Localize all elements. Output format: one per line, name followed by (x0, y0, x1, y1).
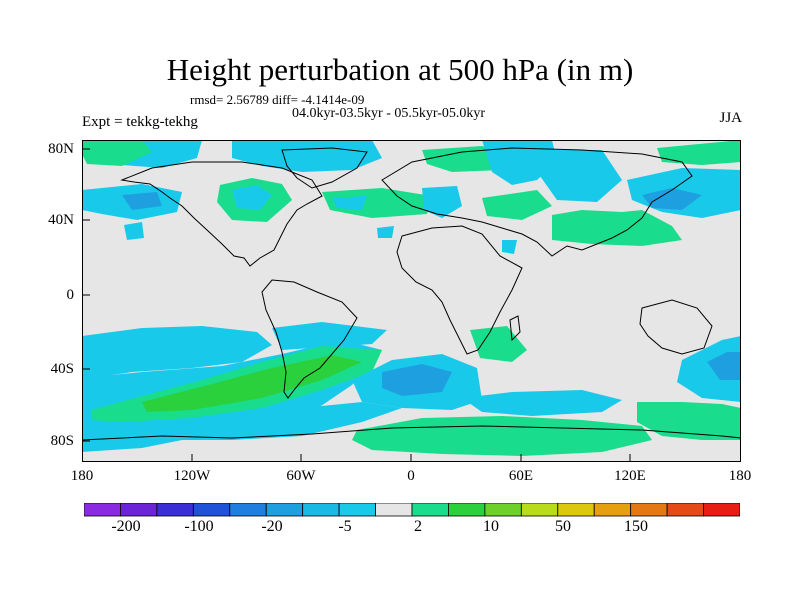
contour-green-antarctic-band (352, 416, 652, 456)
tick-marks (82, 148, 631, 462)
contour-fill-layer (82, 140, 741, 456)
colorbar-cell-17 (666, 503, 704, 517)
lat-label-40s: 40S (50, 361, 74, 377)
coastline-madagascar (509, 315, 521, 342)
colorbar-cell-5 (229, 503, 267, 517)
contour-blue-australia-south (677, 336, 741, 402)
contour-mid-blue-australia-south (707, 352, 741, 380)
contour-blue-atlantic-patch (332, 196, 367, 210)
contour-green-southeast-indian (637, 402, 741, 440)
plot-title: Height perturbation at 500 hPa (in m) (166, 52, 634, 87)
colorbar-cell-18 (703, 503, 740, 517)
colorbar-cell-3 (156, 503, 194, 517)
contour-blue-southern-indian (462, 390, 622, 416)
contour-blue-south-pacific (82, 326, 272, 378)
cbar-label-2: -100 (184, 518, 214, 535)
contour-blue-hudson-ring (232, 185, 272, 210)
colorbar-cell-10 (411, 503, 449, 517)
colorbar-cell-16 (630, 503, 668, 517)
lat-label-80s: 80S (50, 433, 74, 449)
period-text: 04.0kyr-03.5kyr - 05.5kyr-05.0kyr (292, 106, 486, 121)
coastline-africa (396, 225, 523, 355)
colorbar (84, 503, 740, 517)
cbar-label-6: 10 (483, 518, 499, 535)
colorbar-cell-9 (375, 503, 413, 517)
contour-blue-small-atlantic (377, 226, 394, 238)
colorbar-cell-4 (192, 503, 231, 517)
contour-blue-antarctic-band (182, 402, 402, 440)
cbar-label-1: -200 (111, 518, 141, 535)
coastline-north-america (120, 161, 323, 267)
coastline-europe-asia (381, 147, 693, 257)
colorbar-cells (84, 503, 740, 517)
contour-green-arctic-east (657, 140, 741, 165)
coastline-australia (639, 299, 713, 355)
coastline-greenland (281, 147, 368, 189)
contour-mid-blue-south-atlantic (382, 364, 452, 396)
stats-text: rmsd= 2.56789 diff= -4.1414e-09 (190, 92, 365, 107)
contour-blue-europe (422, 186, 462, 218)
contour-mid-blue-north-pacific (642, 188, 702, 210)
contour-green-arctic-far-west (82, 140, 152, 166)
contour-blue-south-atlantic-north (272, 322, 387, 350)
coastline-antarctica (82, 425, 741, 441)
lat-label-40n: 40N (48, 212, 74, 228)
lon-label-120w: 120W (173, 468, 211, 484)
coastline-south-america (261, 279, 358, 399)
colorbar-cell-11 (448, 503, 486, 517)
lon-label-180e: 180 (728, 468, 752, 484)
colorbar-cell-7 (302, 503, 340, 517)
cbar-label-5: 2 (414, 518, 422, 535)
contour-green-southern-ocean-dark (142, 355, 362, 412)
lat-label-80n: 80N (48, 141, 74, 157)
contour-blue-east-siberia (537, 150, 622, 202)
contour-green-south-africa (470, 326, 527, 362)
colorbar-cell-12 (484, 503, 522, 517)
lat-label-eq: 0 (66, 287, 75, 303)
colorbar-cell-2 (120, 503, 158, 517)
lon-label-0: 0 (407, 468, 415, 484)
colorbar-cell-1 (84, 503, 121, 517)
contour-mid-blue-north-america (122, 192, 162, 210)
contour-green-southeast-asia (552, 210, 682, 246)
cbar-label-8: 150 (624, 518, 648, 535)
contour-blue-greenland (232, 140, 382, 172)
colorbar-cell-13 (520, 503, 559, 517)
colorbar-cell-6 (265, 503, 304, 517)
lon-label-180w: 180 (70, 468, 94, 484)
contour-green-central-asia (482, 190, 552, 220)
season-label: JJA (719, 110, 742, 126)
lon-label-60w: 60W (286, 468, 316, 484)
cbar-label-7: 50 (555, 518, 571, 535)
map-plot (82, 140, 741, 462)
cbar-label-3: -20 (261, 518, 283, 535)
lon-label-120e: 120E (614, 468, 646, 484)
colorbar-cell-8 (338, 503, 376, 517)
lon-label-60e: 60E (508, 468, 534, 484)
coastline-layer (82, 147, 741, 441)
colorbar-cell-14 (557, 503, 595, 517)
cbar-label-4: -5 (338, 518, 352, 535)
contour-blue-arabia (502, 240, 517, 254)
experiment-label: Expt = tekkg-tekhg (82, 114, 198, 130)
contour-blue-small-pacific (124, 222, 144, 240)
colorbar-cell-15 (593, 503, 632, 517)
contour-green-atlantic-north (322, 188, 432, 218)
